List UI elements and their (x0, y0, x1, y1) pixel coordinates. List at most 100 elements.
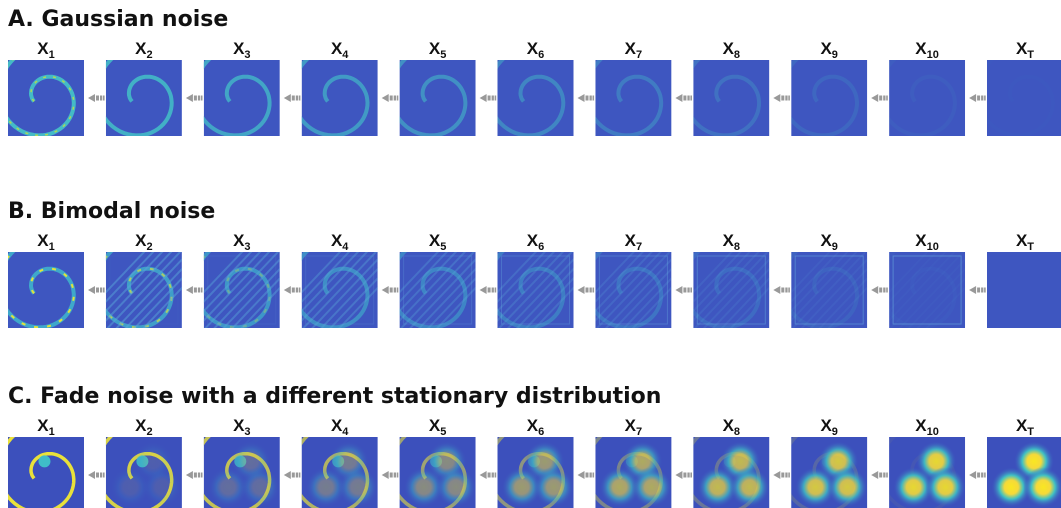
panel-title: B. Bimodal noise (8, 199, 215, 224)
arrow-dash (201, 473, 203, 478)
arrow-dash (687, 288, 689, 293)
image-tile (0, 236, 84, 328)
arrow-head (969, 471, 976, 479)
arrow-dash (296, 288, 298, 293)
arrow (186, 94, 203, 102)
arrow-dash (103, 288, 105, 293)
label-sub: 3 (244, 426, 250, 438)
arrow-dash (977, 96, 980, 101)
blob (534, 467, 574, 507)
arrow-dash (96, 96, 99, 101)
arrow-dash (781, 96, 784, 101)
step-label: X10 (915, 416, 939, 438)
arrow-dash (687, 473, 689, 478)
image-tile (586, 44, 671, 136)
arrow (969, 471, 986, 479)
arrow-dash (100, 96, 102, 101)
step-label: X8 (723, 416, 740, 438)
label-sub: 9 (832, 241, 838, 253)
blob (730, 467, 770, 507)
arrow (480, 94, 497, 102)
arrow-dash (886, 96, 888, 101)
arrow-dash (586, 96, 589, 101)
arrow-dash (690, 288, 692, 293)
label-sub: 5 (440, 426, 446, 438)
arrow (871, 471, 888, 479)
step-label: X4 (331, 416, 349, 438)
label-main: X (331, 39, 343, 58)
arrow (88, 286, 105, 294)
image-tile (0, 44, 84, 136)
step-label: X1 (37, 231, 54, 253)
arrow-dash (683, 96, 686, 101)
arrow-dash (977, 288, 980, 293)
arrow-dash (879, 288, 882, 293)
label-main: X (331, 416, 343, 435)
label-sub: 4 (342, 241, 349, 253)
arrow-dash (687, 96, 689, 101)
arrow-dash (292, 96, 295, 101)
arrow-head (675, 471, 682, 479)
label-sub: 10 (927, 49, 939, 61)
step-label: X9 (820, 416, 837, 438)
label-main: X (625, 231, 637, 250)
label-sub: 7 (636, 49, 642, 61)
image-tile (195, 44, 280, 136)
arrow (382, 94, 399, 102)
arrow-dash (198, 96, 200, 101)
arrow-dash (201, 288, 203, 293)
arrow (773, 471, 790, 479)
label-main: X (233, 39, 245, 58)
arrow-head (480, 94, 487, 102)
arrow-dash (397, 288, 399, 293)
label-sub: 1 (49, 426, 55, 438)
label-sub: 8 (734, 241, 740, 253)
arrow-dash (788, 96, 790, 101)
arrow-dash (977, 473, 980, 478)
arrow (578, 286, 595, 294)
arrow (382, 286, 399, 294)
label-sub: 8 (734, 426, 740, 438)
image-tile (264, 236, 416, 332)
label-main: X (820, 231, 832, 250)
step-label: X1 (37, 416, 54, 438)
arrow-head (88, 471, 95, 479)
step-label: XT (1016, 416, 1034, 438)
arrow (284, 94, 301, 102)
label-main: X (429, 231, 441, 250)
label-main: X (37, 231, 49, 250)
step-label: XT (1016, 231, 1034, 253)
arrow (186, 471, 203, 479)
arrow (284, 471, 301, 479)
label-sub: 9 (832, 426, 838, 438)
step-label: X1 (37, 39, 54, 61)
label-main: X (135, 231, 147, 250)
arrow-head (871, 94, 878, 102)
arrow (969, 286, 986, 294)
arrow (88, 94, 105, 102)
label-sub: 6 (538, 49, 544, 61)
arrow-dash (488, 96, 491, 101)
label-sub: 1 (49, 241, 55, 253)
arrow (186, 286, 203, 294)
arrow-dash (390, 473, 393, 478)
arrow-dash (981, 96, 983, 101)
arrow-dash (586, 288, 589, 293)
label-sub: 5 (440, 241, 446, 253)
image-tile (782, 44, 867, 136)
image-tile (460, 236, 612, 332)
arrow (88, 471, 105, 479)
arrow (871, 286, 888, 294)
arrow-dash (590, 473, 592, 478)
arrow-dash (194, 96, 197, 101)
blob (240, 467, 280, 507)
arrow-head (675, 94, 682, 102)
arrow-dash (299, 96, 301, 101)
label-main: X (723, 231, 735, 250)
arrow-head (186, 94, 193, 102)
arrow-dash (488, 288, 491, 293)
label-main: X (429, 416, 441, 435)
step-label: X2 (135, 231, 152, 253)
step-label: X5 (429, 416, 446, 438)
step-label: X9 (820, 39, 837, 61)
